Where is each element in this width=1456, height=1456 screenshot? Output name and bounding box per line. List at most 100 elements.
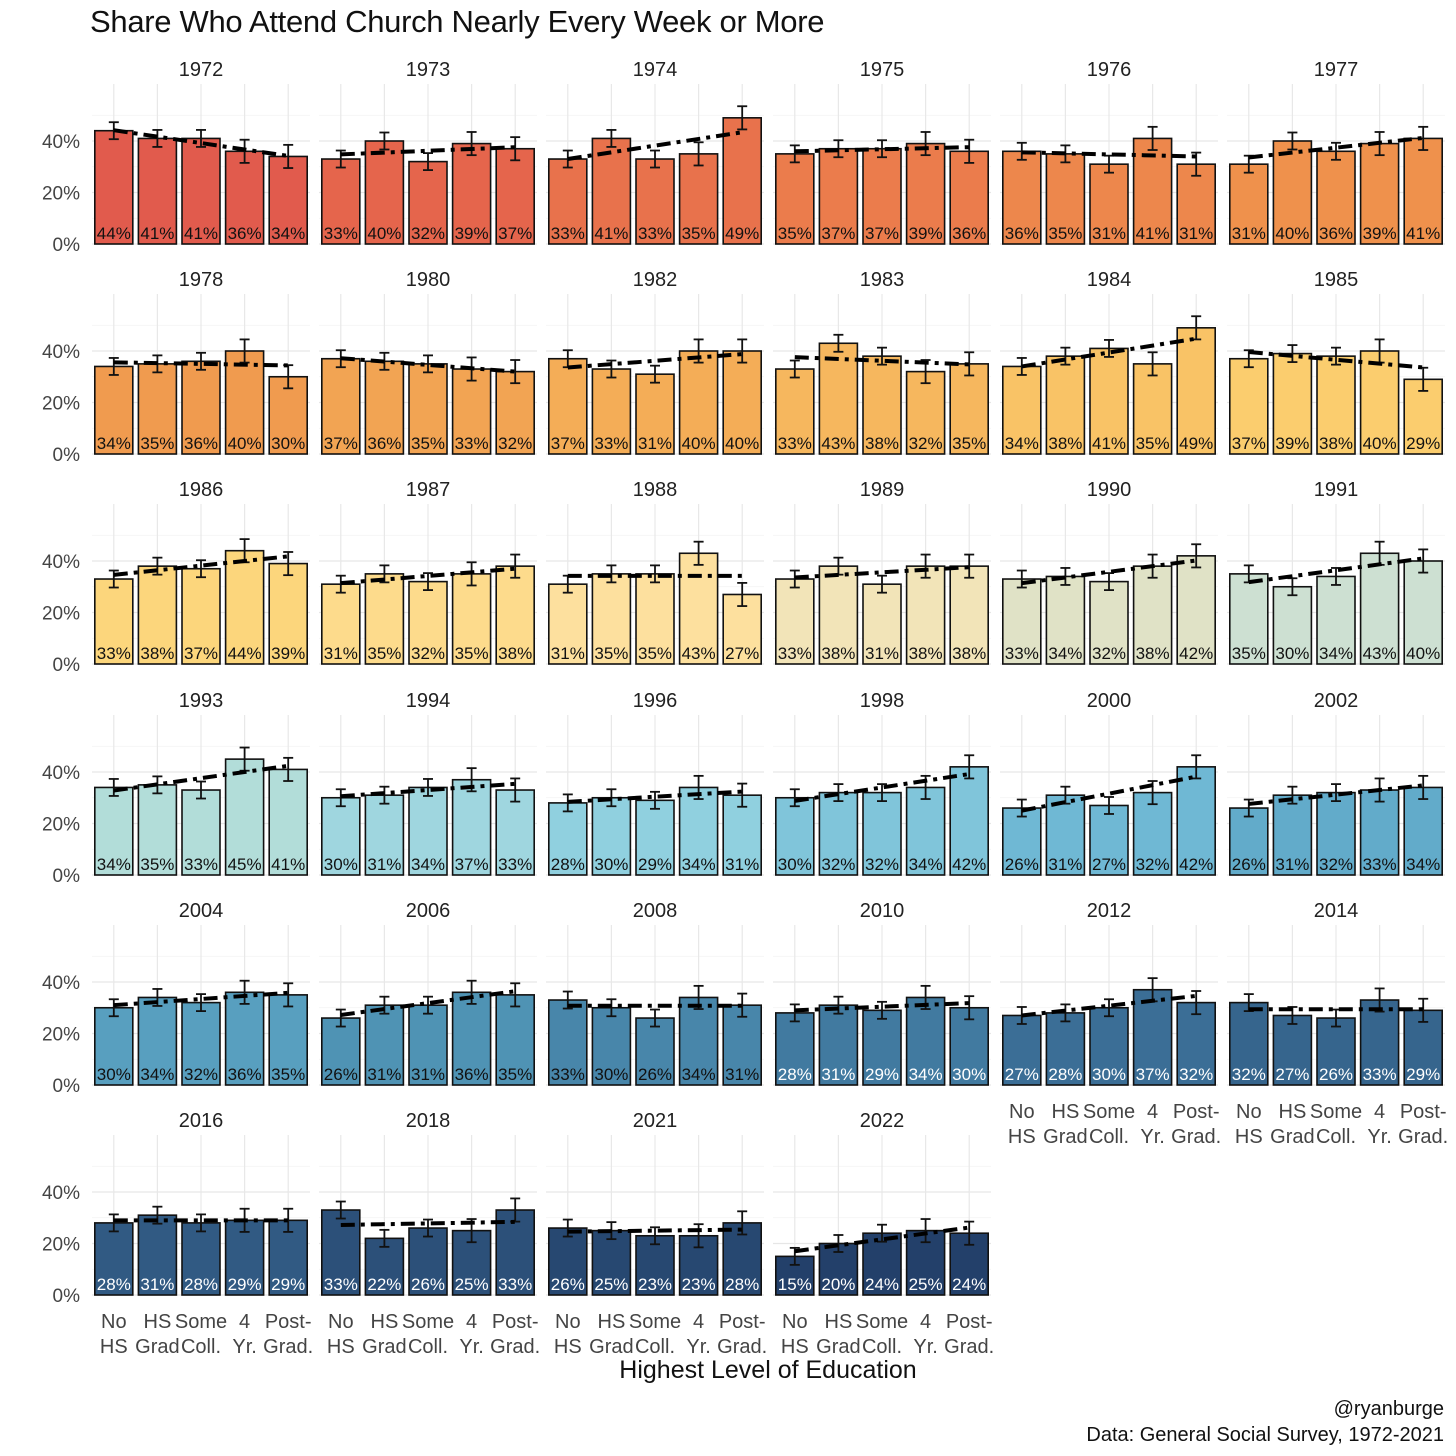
y-tick-label: 0% bbox=[53, 1076, 81, 1097]
data-label: 32% bbox=[1136, 855, 1170, 874]
bar bbox=[224, 350, 265, 455]
panel-title: 2010 bbox=[860, 900, 905, 922]
panel-title: 1975 bbox=[860, 59, 905, 81]
bar bbox=[1403, 378, 1443, 455]
panel-2002: 2002 26% 31% 32% 33% 34% bbox=[1227, 690, 1445, 876]
data-label: 38% bbox=[821, 644, 855, 663]
bar bbox=[1272, 585, 1313, 665]
data-label: 31% bbox=[1179, 224, 1213, 243]
data-label: 31% bbox=[1092, 224, 1126, 243]
data-label: 34% bbox=[682, 855, 716, 874]
bar bbox=[905, 996, 946, 1086]
x-tick-label: Some bbox=[856, 1311, 908, 1333]
data-label: 33% bbox=[1363, 1065, 1397, 1084]
x-axis-labels-2022: No HS HS Grad Some Coll. 4 Yr. Post- Grad. bbox=[781, 1311, 994, 1358]
data-label: 26% bbox=[1005, 855, 1039, 874]
data-label: 15% bbox=[778, 1275, 812, 1294]
bar bbox=[268, 375, 309, 455]
data-label: 32% bbox=[1092, 644, 1126, 663]
panel-title: 1973 bbox=[406, 59, 451, 81]
data-label: 34% bbox=[1319, 644, 1353, 663]
x-tick-label: No bbox=[101, 1311, 127, 1333]
data-label: 29% bbox=[865, 1065, 899, 1084]
data-label: 35% bbox=[594, 644, 628, 663]
data-label: 40% bbox=[228, 434, 262, 453]
bar bbox=[547, 1227, 588, 1296]
panel-1998: 1998 30% 32% 32% 34% 42% bbox=[773, 690, 991, 876]
bar bbox=[678, 996, 719, 1086]
panel-title: 1986 bbox=[179, 479, 224, 501]
bar bbox=[818, 791, 859, 876]
bar bbox=[1316, 791, 1356, 876]
data-label: 33% bbox=[184, 855, 218, 874]
y-tick-label: 0% bbox=[53, 866, 81, 887]
data-label: 44% bbox=[97, 224, 131, 243]
bar bbox=[1359, 552, 1400, 665]
x-tick-label: No bbox=[328, 1311, 354, 1333]
data-label: 34% bbox=[1406, 855, 1440, 874]
bar bbox=[181, 1001, 221, 1086]
data-label: 39% bbox=[455, 224, 489, 243]
panel-title: 1996 bbox=[633, 690, 678, 712]
caption-source: Data: General Social Survey, 1972-2021 bbox=[1086, 1424, 1444, 1446]
data-label: 31% bbox=[1048, 855, 1082, 874]
x-tick-label: Grad bbox=[816, 1336, 860, 1358]
data-label: 42% bbox=[952, 855, 986, 874]
bar bbox=[1045, 355, 1086, 455]
data-label: 33% bbox=[97, 644, 131, 663]
data-label: 43% bbox=[821, 434, 855, 453]
bar bbox=[1045, 1012, 1086, 1086]
y-axis-row-6: 0% 20% 40% bbox=[42, 1183, 80, 1307]
data-label: 37% bbox=[551, 434, 585, 453]
data-label: 44% bbox=[228, 644, 262, 663]
data-label: 27% bbox=[725, 644, 759, 663]
bar bbox=[1001, 578, 1042, 665]
x-tick-label: HS bbox=[825, 1311, 853, 1333]
data-label: 23% bbox=[638, 1275, 672, 1294]
data-label: 31% bbox=[551, 644, 585, 663]
data-label: 31% bbox=[411, 1065, 445, 1084]
data-label: 37% bbox=[455, 855, 489, 874]
bar bbox=[94, 1006, 134, 1086]
x-tick-label: 4 bbox=[920, 1311, 931, 1333]
y-tick-label: 0% bbox=[53, 445, 81, 466]
panel-title: 2018 bbox=[406, 1110, 451, 1132]
bar bbox=[408, 363, 448, 455]
bar bbox=[591, 368, 632, 455]
bar bbox=[635, 573, 675, 665]
bar bbox=[320, 583, 361, 665]
data-label: 37% bbox=[184, 644, 218, 663]
data-label: 33% bbox=[778, 434, 812, 453]
bar bbox=[181, 360, 221, 455]
data-label: 33% bbox=[1363, 855, 1397, 874]
y-tick-label: 20% bbox=[42, 815, 80, 836]
x-tick-label: Grad bbox=[1270, 1126, 1314, 1148]
data-label: 43% bbox=[1363, 644, 1397, 663]
bar bbox=[635, 1017, 675, 1086]
x-tick-label: Grad bbox=[135, 1336, 179, 1358]
data-label: 34% bbox=[140, 1065, 174, 1084]
data-label: 33% bbox=[551, 224, 585, 243]
bar bbox=[1176, 1001, 1216, 1086]
bar bbox=[1132, 363, 1173, 455]
data-label: 35% bbox=[367, 644, 401, 663]
panel-1982: 1982 37% 33% 31% 40% 40% bbox=[546, 269, 764, 455]
data-label: 26% bbox=[1232, 855, 1266, 874]
bar bbox=[181, 567, 221, 665]
panel-1973: 1973 33% 40% 32% 39% 37% bbox=[319, 59, 537, 245]
data-label: 41% bbox=[271, 855, 305, 874]
panel-2016: 2016 28% 31% 28% 29% 29% bbox=[92, 1110, 310, 1296]
panel-title: 2008 bbox=[633, 900, 678, 922]
panel-2008: 2008 33% 30% 26% 34% 31% bbox=[546, 900, 764, 1086]
bar bbox=[949, 766, 990, 876]
data-label: 49% bbox=[1179, 434, 1213, 453]
data-label: 35% bbox=[1048, 224, 1082, 243]
bar bbox=[451, 991, 492, 1086]
data-label: 49% bbox=[725, 224, 759, 243]
x-tick-label: 4 bbox=[466, 1311, 477, 1333]
bar bbox=[1229, 807, 1269, 876]
x-tick-label: HS bbox=[1052, 1101, 1080, 1123]
x-tick-label: Post- bbox=[1173, 1101, 1220, 1123]
bar bbox=[774, 578, 815, 665]
y-axis-row-2: 0% 20% 40% bbox=[42, 342, 80, 466]
